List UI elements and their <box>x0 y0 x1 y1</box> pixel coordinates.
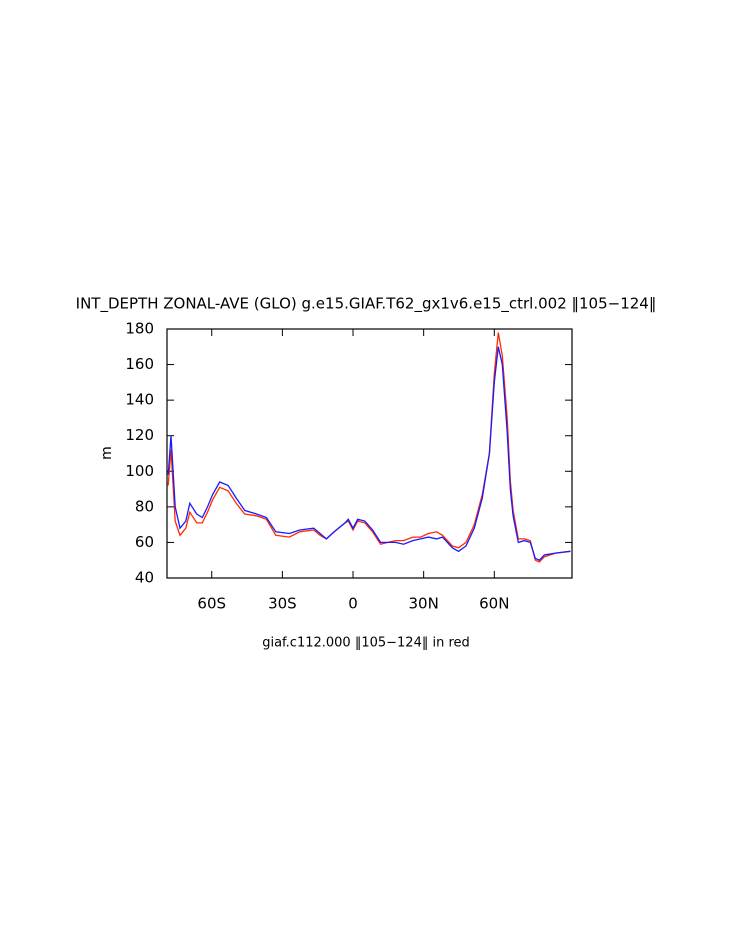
y-tick-label: 60 <box>135 533 154 551</box>
y-tick-label: 160 <box>125 355 154 373</box>
series-line <box>167 346 571 561</box>
x-axis-label: giaf.c112.000 ‖105−124‖ in red <box>262 636 470 651</box>
x-tick-label: 30N <box>409 595 439 613</box>
y-axis-label: m <box>99 446 115 460</box>
y-tick-label: 180 <box>125 320 154 338</box>
series-line <box>167 332 571 563</box>
x-tick-label: 60S <box>197 595 226 613</box>
x-tick-label: 60N <box>479 595 509 613</box>
y-tick-label: 120 <box>125 426 154 444</box>
plot-frame <box>166 328 573 579</box>
y-tick-label: 140 <box>125 391 154 409</box>
x-tick-label: 30S <box>268 595 297 613</box>
y-tick-label: 80 <box>135 497 154 515</box>
y-tick-label: 100 <box>125 462 154 480</box>
chart-title: INT_DEPTH ZONAL-AVE (GLO) g.e15.GIAF.T62… <box>76 295 657 314</box>
x-tick-label: 0 <box>348 595 358 613</box>
y-tick-label: 40 <box>135 569 154 587</box>
